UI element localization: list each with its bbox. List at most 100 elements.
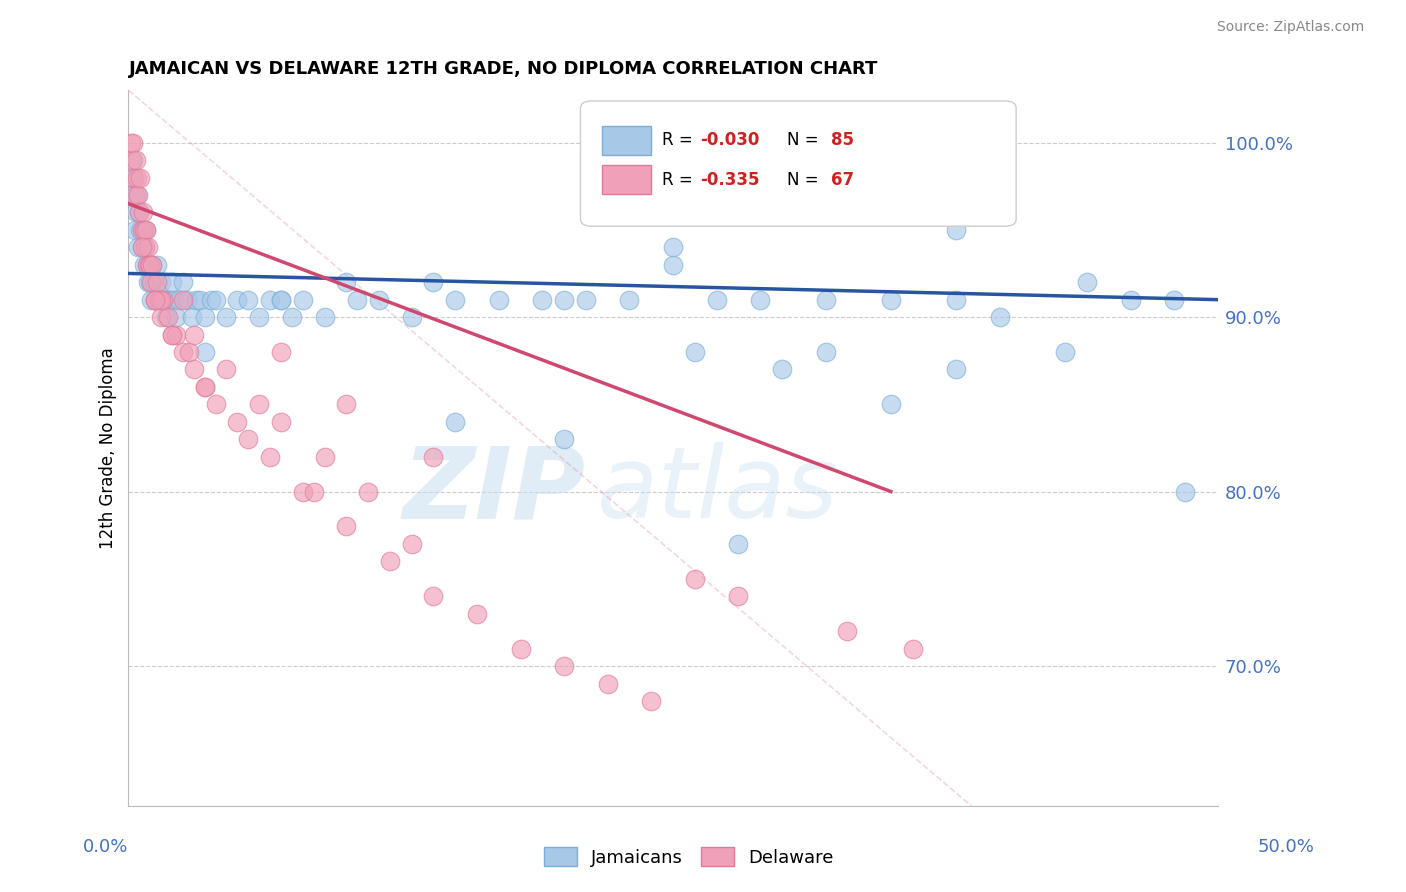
Point <box>346 293 368 307</box>
Point <box>291 293 314 307</box>
Point <box>281 310 304 324</box>
Point <box>122 170 145 185</box>
Point <box>141 258 163 272</box>
Point <box>226 415 249 429</box>
Point <box>247 397 270 411</box>
Point <box>422 275 444 289</box>
Point <box>422 450 444 464</box>
Point <box>128 205 150 219</box>
Text: 0.0%: 0.0% <box>83 838 128 855</box>
Point <box>122 170 145 185</box>
Point <box>165 327 187 342</box>
Point <box>127 188 149 202</box>
Point <box>172 345 194 359</box>
Point <box>183 362 205 376</box>
Point <box>132 258 155 272</box>
Text: Source: ZipAtlas.com: Source: ZipAtlas.com <box>1216 21 1364 34</box>
Point <box>314 450 336 464</box>
Point <box>378 554 401 568</box>
Point <box>155 310 177 324</box>
Point <box>127 188 149 202</box>
Point <box>662 240 685 254</box>
Point <box>945 223 967 237</box>
Point <box>575 293 598 307</box>
Point <box>259 293 281 307</box>
Point <box>553 432 575 446</box>
Point <box>683 345 706 359</box>
Point <box>302 484 325 499</box>
Point <box>727 537 749 551</box>
Point <box>683 572 706 586</box>
Point <box>945 293 967 307</box>
Point <box>121 188 143 202</box>
Point <box>194 345 217 359</box>
FancyBboxPatch shape <box>581 101 1017 227</box>
Point <box>204 397 226 411</box>
Point <box>131 223 153 237</box>
Point <box>422 589 444 603</box>
Point <box>172 275 194 289</box>
Point <box>706 293 728 307</box>
Point <box>138 258 160 272</box>
Point <box>880 397 903 411</box>
Point <box>1174 484 1197 499</box>
Point <box>238 432 260 446</box>
Text: -0.335: -0.335 <box>700 170 759 189</box>
Point <box>124 223 146 237</box>
Point <box>136 258 159 272</box>
Point <box>150 293 173 307</box>
Point <box>121 153 143 167</box>
Point <box>121 153 143 167</box>
Point <box>141 293 163 307</box>
Text: -0.030: -0.030 <box>700 131 759 149</box>
Point <box>335 397 357 411</box>
Point <box>146 258 169 272</box>
Point <box>1119 293 1142 307</box>
Point <box>190 293 212 307</box>
Point <box>553 293 575 307</box>
Point <box>129 170 152 185</box>
Point <box>139 275 162 289</box>
Point <box>509 641 531 656</box>
Point <box>945 362 967 376</box>
Point <box>163 293 186 307</box>
Point <box>194 380 217 394</box>
Point <box>215 310 238 324</box>
Point <box>134 240 156 254</box>
Text: 85: 85 <box>831 131 853 149</box>
Point <box>270 345 292 359</box>
Point <box>167 293 190 307</box>
Point <box>814 345 837 359</box>
Point <box>136 240 159 254</box>
Point <box>619 293 641 307</box>
Point <box>553 659 575 673</box>
Point <box>1163 293 1185 307</box>
Point <box>596 676 619 690</box>
Text: N =: N = <box>787 170 824 189</box>
Point <box>988 310 1011 324</box>
Bar <box>602 126 651 154</box>
Point <box>465 607 488 621</box>
Point <box>148 293 170 307</box>
Point <box>152 293 174 307</box>
Point <box>259 450 281 464</box>
Point <box>215 362 238 376</box>
Point <box>121 136 143 150</box>
Point <box>160 327 183 342</box>
Point <box>180 310 202 324</box>
Point <box>901 641 924 656</box>
Point <box>183 327 205 342</box>
Text: atlas: atlas <box>596 442 838 540</box>
Point <box>152 293 174 307</box>
Point <box>132 223 155 237</box>
Point <box>141 275 163 289</box>
Point <box>138 258 160 272</box>
Point <box>837 624 859 639</box>
Point <box>150 310 173 324</box>
Text: JAMAICAN VS DELAWARE 12TH GRADE, NO DIPLOMA CORRELATION CHART: JAMAICAN VS DELAWARE 12TH GRADE, NO DIPL… <box>128 60 877 78</box>
Point <box>125 153 148 167</box>
Bar <box>602 165 651 194</box>
Point <box>139 258 162 272</box>
Point <box>335 275 357 289</box>
Point <box>141 258 163 272</box>
